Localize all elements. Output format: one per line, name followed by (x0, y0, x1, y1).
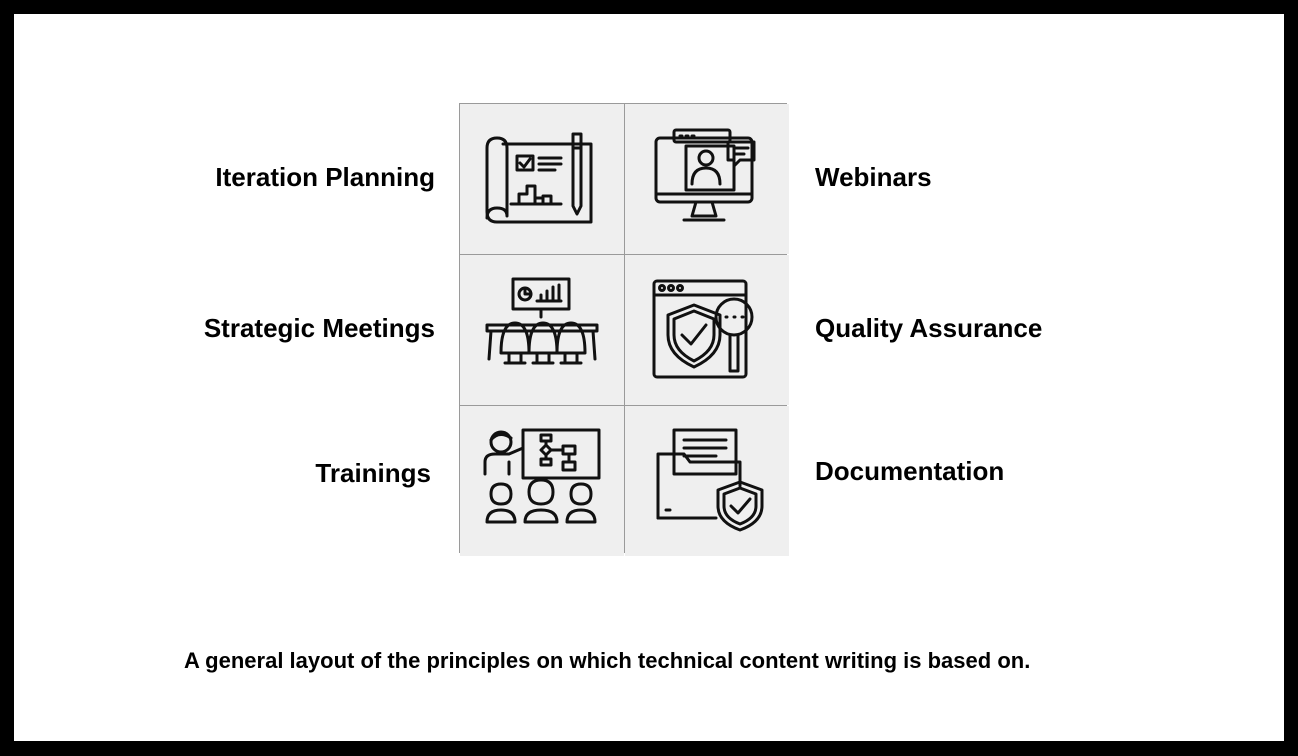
secure-folder-icon (656, 428, 764, 532)
diagram-canvas: Iteration Planning Webinars Strategic Me… (14, 14, 1284, 741)
cell-strategic-meetings (460, 255, 624, 405)
webinar-monitor-icon (654, 128, 756, 222)
training-presentation-icon (483, 428, 601, 524)
blueprint-plan-icon (485, 132, 593, 224)
label-iteration-planning: Iteration Planning (215, 162, 435, 192)
meeting-room-icon (485, 277, 599, 365)
label-strategic-meetings: Strategic Meetings (203, 313, 435, 343)
label-webinars: Webinars (815, 162, 932, 192)
cell-quality-assurance (625, 255, 789, 405)
label-trainings: Trainings (315, 458, 431, 488)
cell-webinars (625, 104, 789, 254)
cell-documentation (625, 406, 789, 556)
quality-shield-icon (652, 279, 754, 379)
cell-trainings (460, 406, 624, 556)
label-documentation: Documentation (815, 456, 1005, 486)
icon-grid (459, 103, 789, 556)
label-quality-assurance: Quality Assurance (815, 313, 1043, 343)
diagram-caption: A general layout of the principles on wh… (184, 648, 1031, 673)
cell-iteration-planning (460, 104, 624, 254)
